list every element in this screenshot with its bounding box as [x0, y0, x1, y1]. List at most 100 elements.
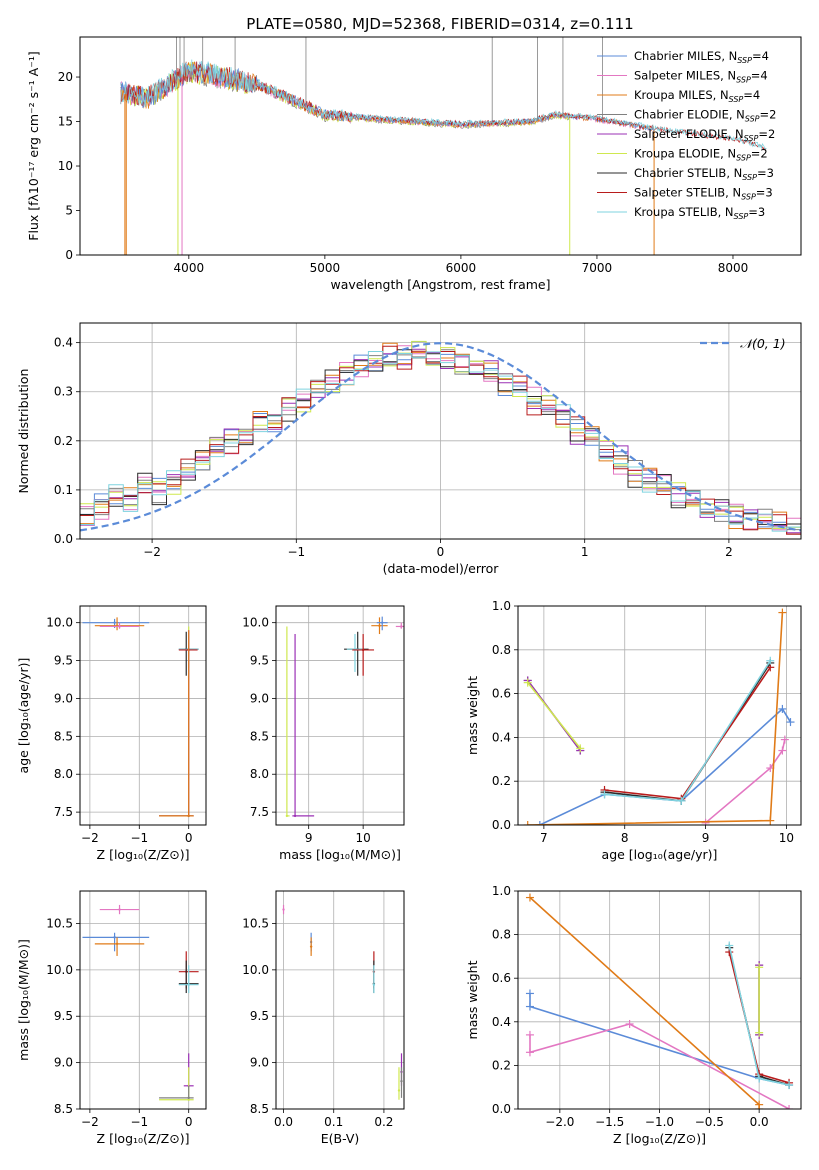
y-tick-label: 10.0 — [242, 963, 269, 977]
axes-frame — [79, 36, 802, 256]
legend-text: Chabrier MILES, N — [634, 49, 737, 63]
plot-area — [80, 891, 206, 1109]
y-tick-label: 9.0 — [250, 1056, 269, 1070]
legend-text: =2 — [758, 127, 775, 141]
legend-subscript: SSP — [737, 56, 752, 65]
y-tick-label: 10.5 — [242, 916, 269, 930]
series-line-kroupa_elodie — [527, 682, 581, 749]
axes-mass-vs-Z: −2 −1 0 8.5 9.0 9.5 10.0 10.5 Z [log₁₀(Z/Z⊙)] mas… — [16, 890, 207, 1146]
axes-frame — [517, 890, 802, 1110]
x-tick-label: −1.5 — [595, 1115, 624, 1129]
axes-frame — [79, 322, 802, 540]
legend-subscript: SSP — [736, 76, 751, 85]
data-point — [113, 936, 116, 939]
x-tick-label: −2.0 — [545, 1115, 574, 1129]
x-tick-label: 2 — [725, 545, 733, 559]
legend-subscript: SSP — [741, 193, 756, 202]
legend-subscript: SSP — [734, 212, 749, 221]
y-tick-label: 9.5 — [54, 1009, 73, 1023]
y-tick-label: 0.0 — [492, 1102, 511, 1116]
data-point — [282, 908, 285, 911]
y-tick-label: 0.4 — [492, 1015, 511, 1029]
series-line-chabrier_miles — [539, 707, 792, 825]
y-tick-label: 1.0 — [492, 599, 511, 613]
legend-label: Salpeter STELIB, NSSP=3 — [634, 186, 773, 202]
x-axis-label: Z [log₁₀(Z/Z⊙)] — [613, 1131, 706, 1146]
axes-age-vs-mass: 9 10 7.5 8.0 8.5 9.0 9.5 10.0 mass [log₁₀(M/M⊙)] — [242, 605, 405, 862]
legend-text: Chabrier ELODIE, N — [634, 108, 745, 122]
series-line-salpeter_miles — [529, 1023, 790, 1109]
y-tick-label: 0.8 — [492, 928, 511, 942]
y-axis-label: mass [log₁₀(M/M⊙)] — [16, 939, 31, 1061]
legend-subscript: SSP — [729, 95, 744, 104]
x-axis-label: E(B-V) — [321, 1131, 360, 1146]
y-tick-label: 10 — [58, 159, 73, 173]
axes-residuals: −2 −1 0 1 2 0.0 0.1 0.2 0.3 0.4 (data-model)/error… — [16, 322, 802, 576]
x-tick-label: 9 — [305, 831, 313, 845]
legend-label: Kroupa STELIB, NSSP=3 — [634, 205, 765, 221]
plot-area — [518, 891, 801, 1109]
plot-area — [80, 323, 801, 539]
x-tick-label: −1.0 — [645, 1115, 674, 1129]
data-point — [113, 621, 116, 624]
x-tick-label: −1 — [130, 1115, 148, 1129]
x-tick-label: 8 — [621, 831, 629, 845]
plot-area — [518, 606, 801, 825]
figure-title: PLATE=0580, MJD=52368, FIBERID=0314, z=0… — [246, 15, 633, 33]
x-tick-label: 7 — [540, 831, 548, 845]
y-axis-label: age [log₁₀(age/yr)] — [16, 658, 31, 774]
x-axis-label: Z [log₁₀(Z/Z⊙)] — [97, 847, 190, 862]
x-tick-label: 10 — [356, 831, 371, 845]
y-tick-label: 0.4 — [54, 336, 73, 350]
legend-text: =3 — [756, 186, 773, 200]
legend-text: Kroupa ELODIE, N — [634, 147, 736, 161]
y-tick-label: 9.5 — [250, 654, 269, 668]
y-tick-label: 7.5 — [54, 805, 73, 819]
data-point — [118, 625, 121, 628]
x-tick-label: 0.1 — [324, 1115, 343, 1129]
y-tick-label: 0.2 — [492, 774, 511, 788]
data-point — [361, 648, 365, 652]
data-point — [400, 1079, 403, 1083]
y-tick-label: 9.5 — [250, 1009, 269, 1023]
x-tick-label: −0.5 — [695, 1115, 724, 1129]
y-tick-label: 8.5 — [250, 1102, 269, 1116]
data-point — [372, 983, 376, 986]
data-point — [115, 942, 119, 946]
legend-text: Chabrier STELIB, N — [634, 166, 742, 180]
legend-label: 𝒩(0, 1) — [740, 336, 786, 351]
axes-massweight-vs-Z: −2.0 −1.5 −1.0 −0.5 0.0 0.0 0.2 0.4 0.6 0.8 1.0 Z [… — [465, 884, 802, 1146]
spectrum-line-chabrier_miles — [120, 61, 655, 132]
normal-curve — [80, 342, 801, 532]
y-tick-label: 0.0 — [54, 532, 73, 546]
legend-text: =4 — [751, 69, 768, 83]
spectrum-line-kroupa_stelib — [120, 59, 767, 150]
y-axis-label: mass weight — [465, 960, 480, 1039]
legend-label: Chabrier STELIB, NSSP=3 — [634, 166, 774, 182]
y-tick-label: 8.0 — [250, 767, 269, 781]
y-tick-label: 10.0 — [46, 963, 73, 977]
x-tick-label: −2 — [81, 1115, 99, 1129]
y-tick-label: 9.5 — [54, 654, 73, 668]
y-tick-label: 10.0 — [242, 616, 269, 630]
x-tick-label: 0 — [185, 831, 193, 845]
axes-age-vs-Z: −2 −1 0 7.5 8.0 8.5 9.0 9.5 10.0 Z [log₁₀(Z/Z⊙)] a… — [16, 605, 207, 862]
plot-area — [276, 606, 404, 825]
axes-frame — [275, 605, 405, 826]
y-tick-label: 0 — [65, 248, 73, 262]
y-axis-label: Normed distribution — [16, 369, 31, 494]
x-tick-label: −1 — [130, 831, 148, 845]
y-tick-label: 8.5 — [54, 729, 73, 743]
x-tick-label: 4000 — [174, 261, 205, 275]
y-axis-label: Flux [fλ10⁻¹⁷ erg cm⁻² s⁻¹ A⁻¹] — [26, 51, 41, 240]
legend-text: Kroupa MILES, N — [634, 88, 729, 102]
x-tick-label: −2 — [81, 831, 99, 845]
y-tick-label: 8.5 — [250, 729, 269, 743]
x-tick-label: 8000 — [718, 261, 749, 275]
x-tick-label: 1 — [581, 545, 589, 559]
y-tick-label: 10.0 — [46, 616, 73, 630]
data-point — [187, 1098, 190, 1101]
